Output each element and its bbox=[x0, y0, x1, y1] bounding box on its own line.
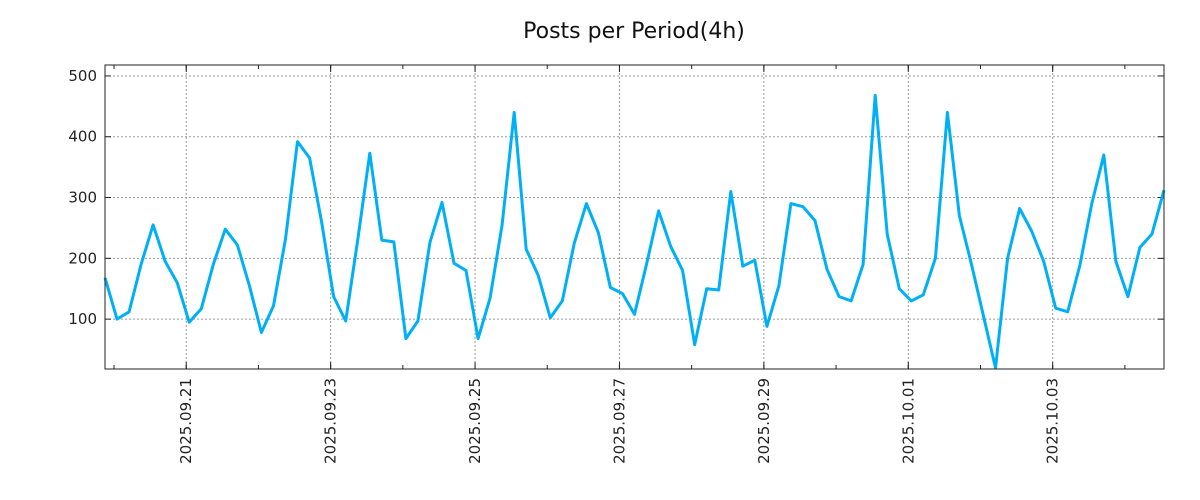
y-tick-label: 300 bbox=[68, 189, 97, 207]
y-tick-label: 400 bbox=[68, 128, 97, 146]
y-tick-label: 500 bbox=[68, 67, 97, 85]
chart-title: Posts per Period(4h) bbox=[523, 19, 745, 44]
series bbox=[103, 93, 1166, 370]
x-tick-label: 2025.09.25 bbox=[466, 378, 484, 464]
axis-ticks: 100 200 300 400 500 2025.09.21 2025.09.23 2025.… bbox=[68, 65, 1164, 464]
x-tick-label: 2025.09.29 bbox=[755, 378, 773, 464]
plot-frame bbox=[104, 64, 1165, 370]
y-tick-label: 200 bbox=[68, 249, 97, 267]
x-tick-label: 2025.09.27 bbox=[610, 378, 628, 464]
x-tick-label: 2025.10.03 bbox=[1044, 378, 1062, 464]
x-tick-label: 2025.09.21 bbox=[177, 378, 195, 464]
series-line-posts bbox=[103, 93, 1166, 370]
x-tick-label: 2025.10.01 bbox=[899, 378, 917, 464]
grid bbox=[105, 65, 1164, 369]
y-tick-label: 100 bbox=[68, 310, 97, 328]
x-tick-label: 2025.09.23 bbox=[322, 378, 340, 464]
